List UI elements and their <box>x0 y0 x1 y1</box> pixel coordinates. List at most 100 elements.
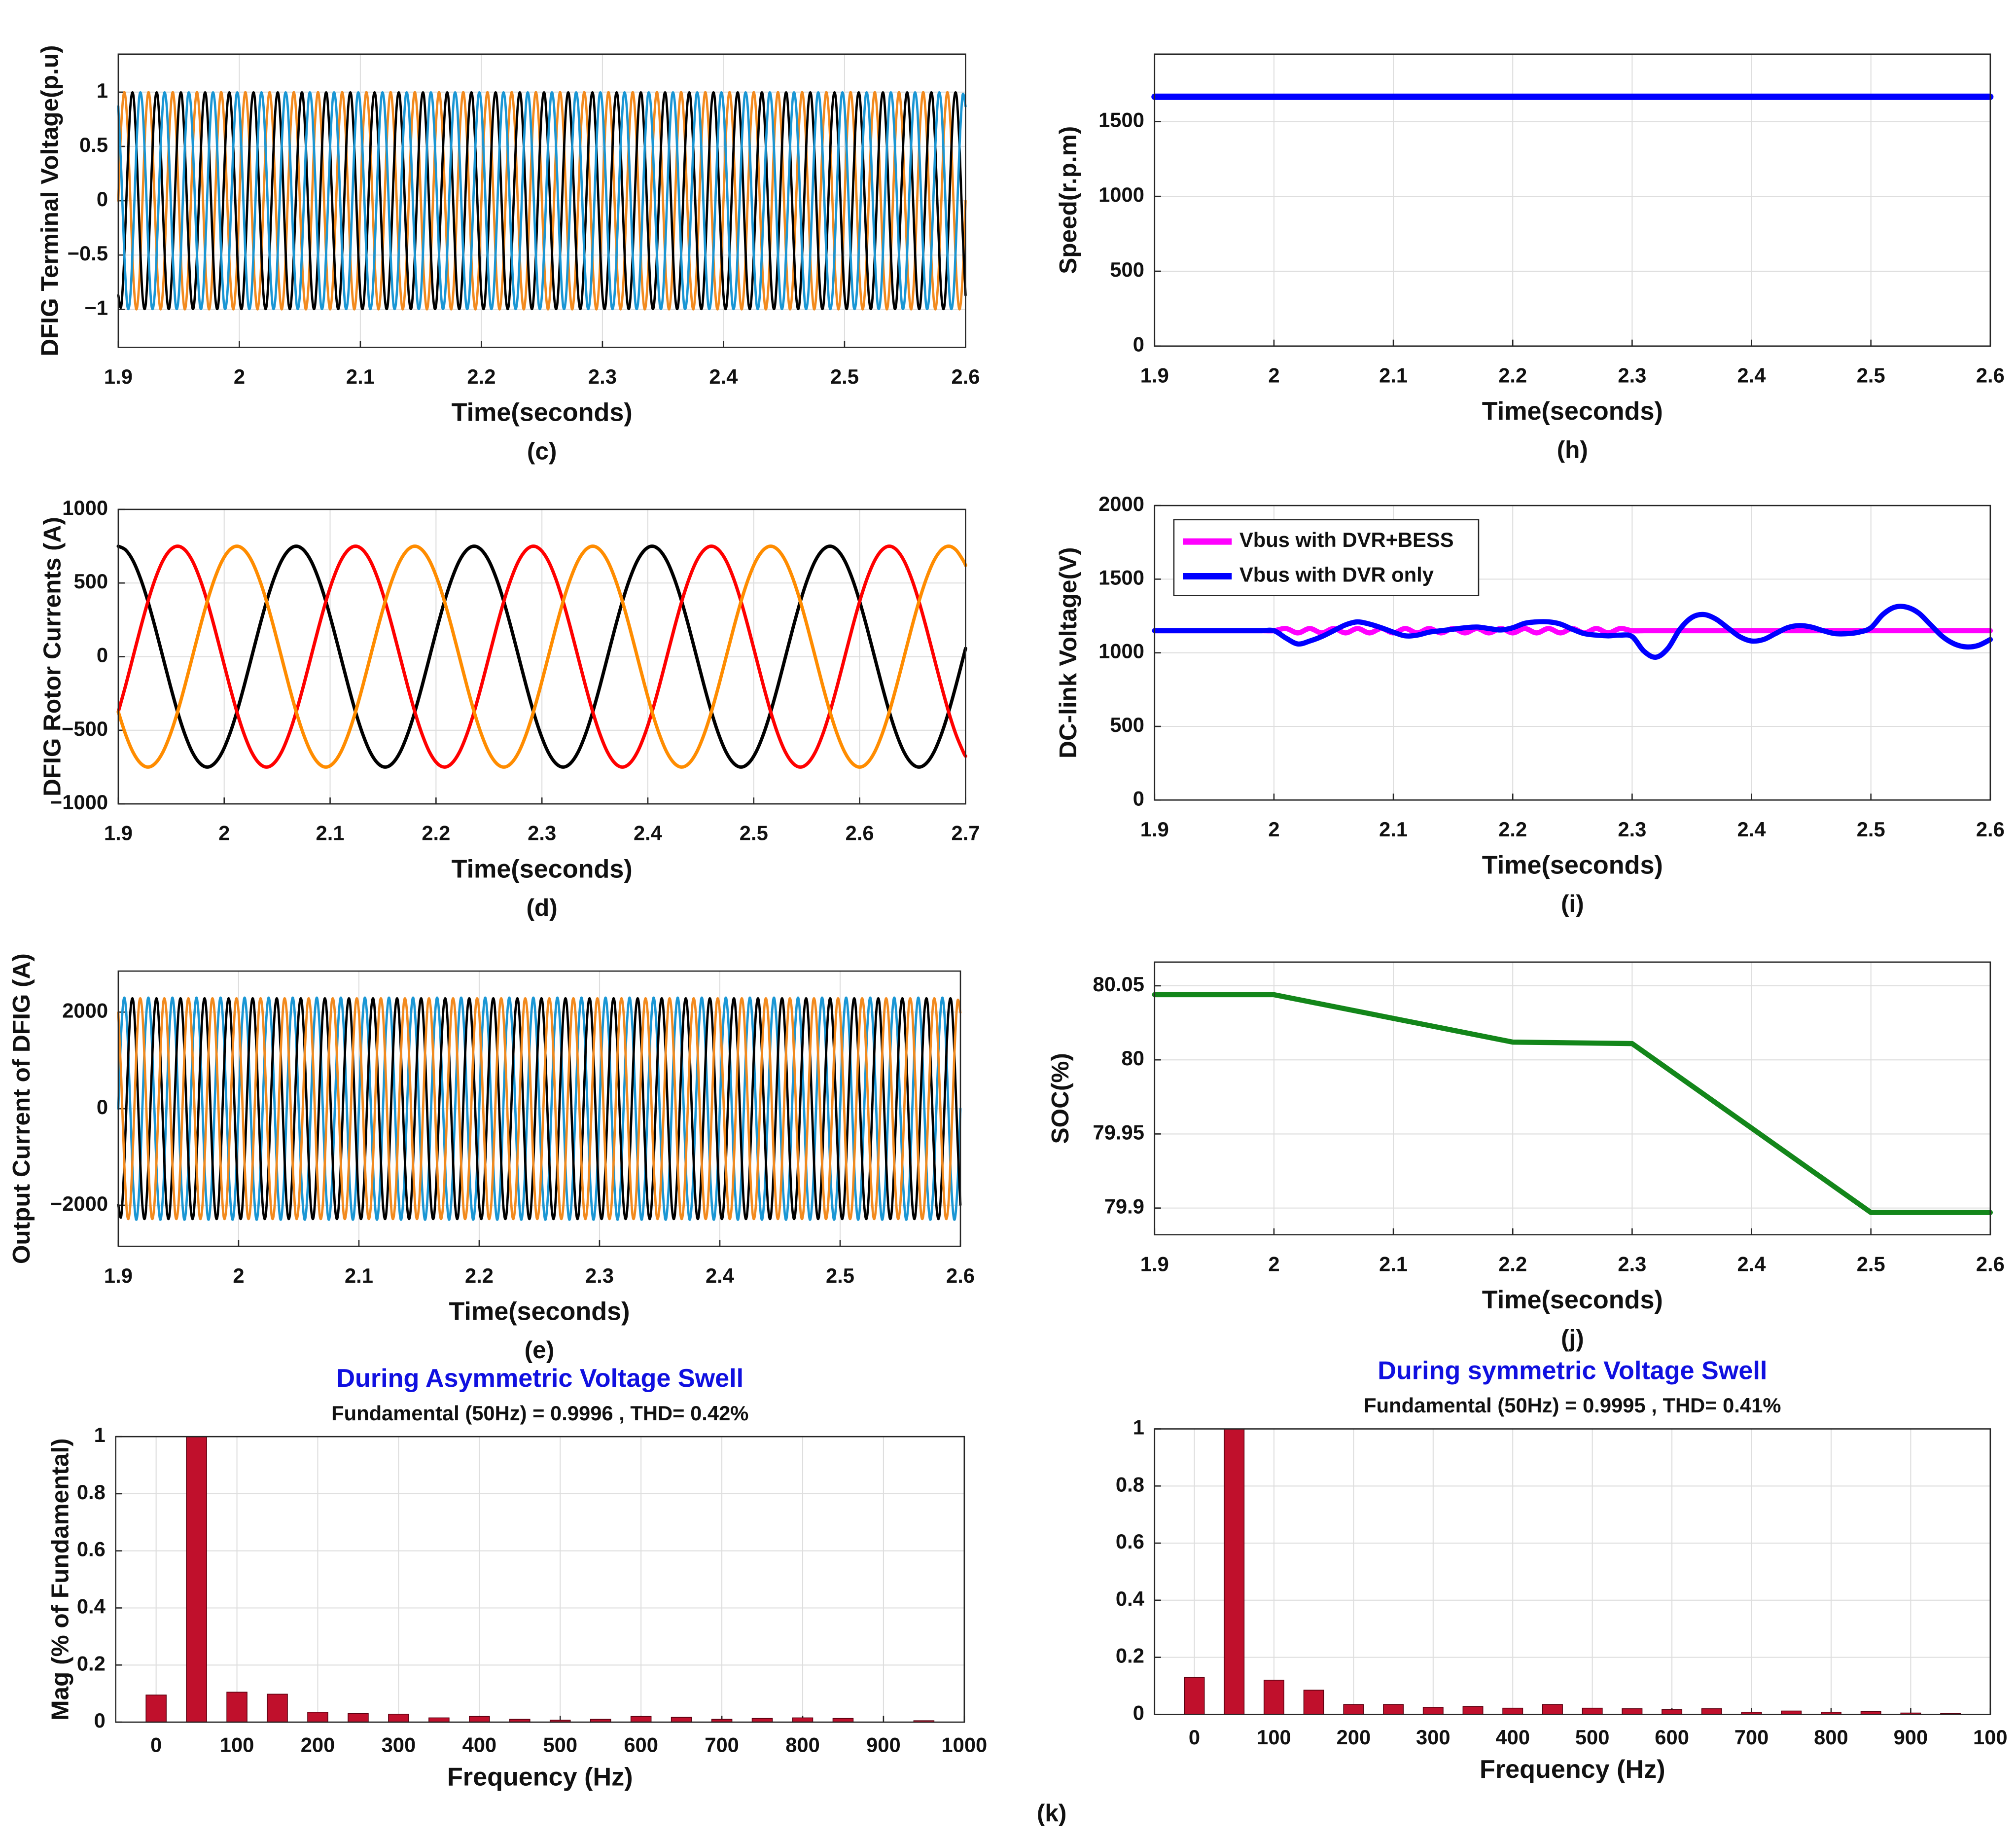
data-line <box>117 91 967 310</box>
bar <box>348 1713 369 1723</box>
bar <box>1662 1709 1683 1715</box>
data-line <box>117 997 962 1221</box>
x-tick-label: 2 <box>234 365 245 388</box>
y-tick-label: 500 <box>73 570 108 593</box>
y-tick-label: 0 <box>94 1709 106 1732</box>
x-tick-label: 2.6 <box>1976 818 2005 841</box>
figure-caption: (k) <box>1037 1800 1067 1827</box>
bar <box>1701 1708 1722 1715</box>
x-tick-label: 2.4 <box>1737 1252 1766 1275</box>
plot-area <box>115 1437 964 1723</box>
y-tick-label: 2000 <box>62 999 108 1022</box>
bar <box>226 1692 248 1723</box>
plot-area <box>1154 962 1990 1235</box>
x-tick-label: 2.6 <box>946 1264 975 1287</box>
legend-box <box>1173 519 1480 596</box>
x-tick-label: 2.2 <box>1498 818 1527 841</box>
x-tick-label: 2 <box>1268 1252 1279 1275</box>
x-axis-label: Frequency (Hz) <box>447 1763 633 1792</box>
plot-frame <box>1154 53 1991 347</box>
bar <box>630 1716 652 1723</box>
x-tick-label: 2.6 <box>951 365 980 388</box>
y-tick-label: 1500 <box>1098 566 1144 589</box>
y-tick-label: 0.5 <box>79 133 108 156</box>
plot-area <box>1154 1429 1990 1715</box>
y-tick-label: 1 <box>97 79 108 102</box>
y-tick-label: 0.8 <box>1116 1473 1144 1496</box>
x-tick-label: 300 <box>382 1733 416 1757</box>
x-tick-label: 200 <box>1337 1726 1371 1749</box>
x-tick-label: 2.3 <box>585 1264 614 1287</box>
y-tick-label: 500 <box>1110 713 1144 736</box>
x-tick-label: 2.2 <box>422 822 450 845</box>
y-tick-label: −0.5 <box>68 242 108 265</box>
x-tick-label: 2.5 <box>1857 818 1885 841</box>
bar <box>267 1694 288 1723</box>
x-axis-label: Time(seconds) <box>452 855 633 883</box>
x-tick-label: 2.1 <box>345 1264 373 1287</box>
y-tick-label: −1 <box>84 296 108 319</box>
bar <box>1462 1706 1484 1715</box>
legend-label: Vbus with DVR only <box>1239 563 1434 586</box>
y-tick-label: 79.95 <box>1093 1120 1144 1144</box>
plot-frame <box>117 53 966 348</box>
y-axis-label: Mag (% of Fundamental) <box>46 1438 73 1720</box>
y-tick-label: 0.8 <box>77 1480 106 1504</box>
data-line <box>116 544 967 769</box>
y-tick-label: 80.05 <box>1093 973 1144 996</box>
x-tick-label: 900 <box>866 1733 901 1757</box>
x-tick-label: 2.1 <box>316 822 345 845</box>
x-axis-label: Time(seconds) <box>1482 851 1663 880</box>
x-tick-label: 800 <box>1814 1726 1848 1749</box>
y-tick-label: 0 <box>97 644 108 667</box>
plot-area <box>1154 54 1990 346</box>
y-axis-label: SOC(%) <box>1047 1053 1074 1144</box>
data-line <box>1152 992 1993 1215</box>
data-line <box>117 997 962 1221</box>
x-tick-label: 2 <box>233 1264 244 1287</box>
x-tick-label: 0 <box>150 1733 162 1757</box>
y-tick-label: 80 <box>1122 1046 1144 1070</box>
x-tick-label: 100 <box>220 1733 254 1757</box>
x-tick-label: 2.3 <box>528 822 556 845</box>
x-tick-label: 1.9 <box>1140 1252 1169 1275</box>
chart-title: During symmetric Voltage Swell <box>1378 1357 1767 1385</box>
x-axis-label: Time(seconds) <box>1482 397 1663 426</box>
bar <box>1224 1428 1245 1715</box>
y-tick-label: 0.4 <box>1116 1587 1144 1610</box>
panel-caption: (c) <box>527 437 557 465</box>
x-tick-label: 0 <box>1189 1726 1200 1749</box>
y-tick-label: 0 <box>1133 333 1144 356</box>
y-tick-label: 0 <box>1133 1701 1144 1724</box>
panel-caption: (d) <box>527 894 558 921</box>
y-tick-label: 1500 <box>1098 108 1144 131</box>
x-tick-label: 2.6 <box>1976 1252 2005 1275</box>
bar <box>1502 1707 1523 1715</box>
legend: Vbus with DVR+BESS Vbus with DVR only <box>1173 519 1480 596</box>
bar <box>145 1694 167 1723</box>
x-tick-label: 2.1 <box>1379 363 1408 387</box>
x-tick-label: 2.5 <box>830 365 859 388</box>
y-axis-label: DFIG Rotor Currents (A) <box>39 517 66 796</box>
y-tick-label: 500 <box>1110 258 1144 281</box>
x-tick-label: 600 <box>1655 1726 1689 1749</box>
x-tick-label: 2.6 <box>1976 363 2005 387</box>
plot-frame <box>1154 505 1991 801</box>
x-axis-label: Time(seconds) <box>1482 1286 1663 1314</box>
y-tick-label: 0.6 <box>1116 1530 1144 1553</box>
bar <box>1542 1704 1563 1715</box>
chart-subtitle: Fundamental (50Hz) = 0.9996 , THD= 0.42% <box>331 1402 748 1425</box>
x-tick-label: 2 <box>218 822 230 845</box>
panel-caption: (j) <box>1561 1325 1584 1352</box>
x-tick-label: 2.3 <box>1618 818 1646 841</box>
x-tick-label: 500 <box>543 1733 577 1757</box>
x-tick-label: 1.9 <box>104 1264 133 1287</box>
data-line <box>117 996 962 1221</box>
plot-frame <box>115 1436 965 1723</box>
x-tick-label: 2.4 <box>1737 818 1766 841</box>
bar <box>469 1716 490 1723</box>
x-tick-label: 1.9 <box>104 822 133 845</box>
x-tick-label: 1.9 <box>1140 363 1169 387</box>
y-tick-label: 1000 <box>1098 640 1144 663</box>
x-tick-label: 500 <box>1575 1726 1610 1749</box>
